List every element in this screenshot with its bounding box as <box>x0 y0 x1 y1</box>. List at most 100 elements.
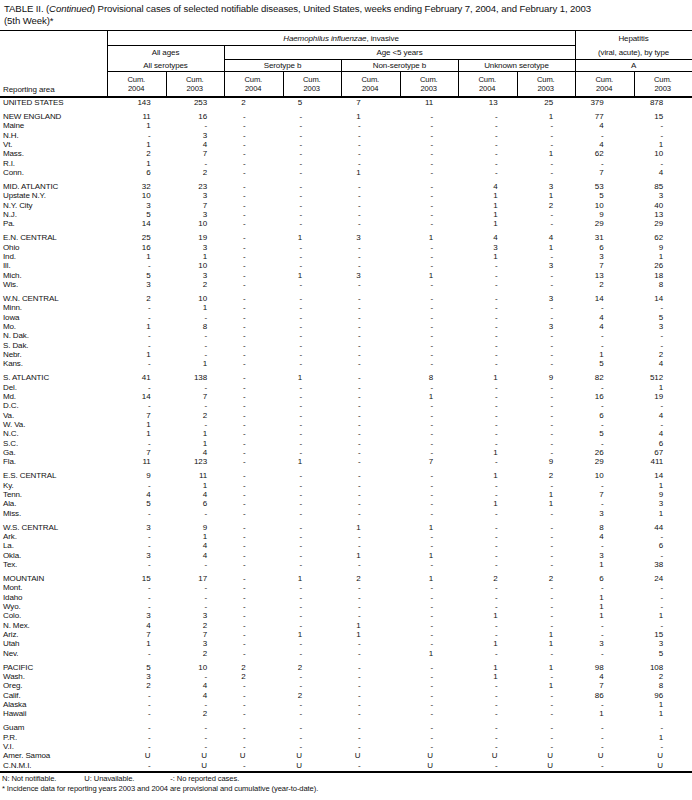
value-cell: - <box>400 159 459 168</box>
value-cell: U <box>575 751 634 760</box>
table-body: UNITED STATES143253257111325379878NEW EN… <box>0 98 692 793</box>
table-row: Maine1-------4- <box>0 121 692 130</box>
value-cell: 1 <box>634 140 692 149</box>
value-cell: - <box>283 112 342 121</box>
table-row: W. Va.1--------- <box>0 420 692 429</box>
value-cell: - <box>224 691 283 700</box>
value-cell: 10 <box>107 191 166 200</box>
value-cell: - <box>400 359 459 368</box>
value-cell: 1 <box>517 243 576 252</box>
reporting-area-cell: Ohio <box>0 243 107 252</box>
value-cell: - <box>400 401 459 410</box>
value-cell: 1 <box>458 448 517 457</box>
value-cell: - <box>634 331 692 340</box>
value-cell: 1 <box>107 121 166 130</box>
col-group-all-ages: All ages <box>107 46 224 59</box>
value-cell: - <box>400 541 459 550</box>
table-row: Utah13----1133 <box>0 639 692 648</box>
reporting-area-cell: Amer. Samoa <box>0 751 107 760</box>
table-row: Ohio163----3169 <box>0 243 692 252</box>
value-cell: - <box>517 131 576 140</box>
value-cell: - <box>283 499 342 508</box>
reporting-area-cell: S. Dak. <box>0 341 107 350</box>
value-cell: U <box>341 751 400 760</box>
value-cell: U <box>517 761 576 770</box>
value-cell: - <box>400 182 459 191</box>
value-cell: 3 <box>166 639 225 648</box>
reporting-area-cell: N. Dak. <box>0 331 107 340</box>
table-row: Minn.-1-------- <box>0 303 692 312</box>
value-cell: - <box>458 700 517 709</box>
value-cell: - <box>283 350 342 359</box>
value-cell: 1 <box>400 551 459 560</box>
reporting-area-cell: Md. <box>0 392 107 401</box>
footnote-n: N: Not notifiable. <box>2 774 56 784</box>
value-cell: 3 <box>166 191 225 200</box>
value-cell: - <box>283 191 342 200</box>
value-cell: 16 <box>166 112 225 121</box>
reporting-area-cell: Fla. <box>0 457 107 466</box>
value-cell: - <box>166 672 225 681</box>
table-row: S.C.-1-------6 <box>0 439 692 448</box>
value-cell: 25 <box>107 233 166 242</box>
value-cell: - <box>341 322 400 331</box>
column-header-cum-2003-7: Cum.2003 <box>517 72 576 94</box>
table-row: N.H.-3-------- <box>0 131 692 140</box>
table-row: Wyo.--------1- <box>0 602 692 611</box>
reporting-area-cell: V.I. <box>0 742 107 751</box>
value-cell: 8 <box>166 322 225 331</box>
value-cell: - <box>283 471 342 480</box>
value-cell: - <box>341 331 400 340</box>
value-cell: - <box>517 700 576 709</box>
footnote-dash: -: No reported cases. <box>170 774 239 784</box>
value-cell: 2 <box>166 649 225 658</box>
value-cell: 1 <box>634 733 692 742</box>
value-cell: 2 <box>224 663 283 672</box>
value-cell: - <box>458 322 517 331</box>
value-cell: - <box>458 401 517 410</box>
value-cell: - <box>458 532 517 541</box>
value-cell: - <box>400 350 459 359</box>
value-cell: 7 <box>166 201 225 210</box>
value-cell: 7 <box>107 630 166 639</box>
table-row: Ariz.77-11--1-15 <box>0 630 692 639</box>
reporting-area-cell: N.Y. City <box>0 201 107 210</box>
value-cell: - <box>517 742 576 751</box>
table-row: Alaska---------1 <box>0 700 692 709</box>
value-cell: - <box>224 551 283 560</box>
value-cell: 1 <box>458 672 517 681</box>
value-cell: - <box>341 383 400 392</box>
value-cell: - <box>400 481 459 490</box>
value-cell: - <box>341 723 400 732</box>
value-cell: - <box>224 611 283 620</box>
value-cell: 4 <box>575 322 634 331</box>
value-cell: - <box>517 611 576 620</box>
value-cell: 3 <box>107 672 166 681</box>
value-cell: - <box>341 681 400 690</box>
value-cell: 31 <box>575 233 634 242</box>
value-cell: - <box>400 742 459 751</box>
value-cell: - <box>341 560 400 569</box>
col-group-haemophilus: Haemophilus influenzae, invasive <box>107 32 575 45</box>
value-cell: - <box>517 672 576 681</box>
value-cell: 1 <box>166 303 225 312</box>
value-cell: - <box>224 392 283 401</box>
value-cell: - <box>341 420 400 429</box>
value-cell: - <box>517 401 576 410</box>
value-cell: 1 <box>458 210 517 219</box>
value-cell: - <box>283 149 342 158</box>
value-cell: - <box>283 411 342 420</box>
value-cell: 3 <box>575 551 634 560</box>
value-cell: 1 <box>634 252 692 261</box>
value-cell: - <box>575 131 634 140</box>
value-cell: - <box>224 341 283 350</box>
value-cell: - <box>400 322 459 331</box>
reporting-area-cell: Kans. <box>0 359 107 368</box>
value-cell: 18 <box>634 271 692 280</box>
value-cell: - <box>224 541 283 550</box>
value-cell: 86 <box>575 691 634 700</box>
value-cell: 19 <box>166 233 225 242</box>
reporting-area-cell: PACIFIC <box>0 663 107 672</box>
table-row: Okla.34--11--3- <box>0 551 692 560</box>
value-cell: 14 <box>634 294 692 303</box>
